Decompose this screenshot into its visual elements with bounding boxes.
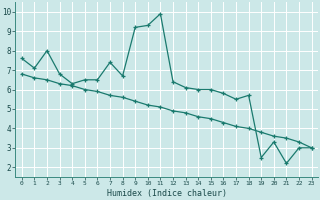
X-axis label: Humidex (Indice chaleur): Humidex (Indice chaleur) [107,189,227,198]
